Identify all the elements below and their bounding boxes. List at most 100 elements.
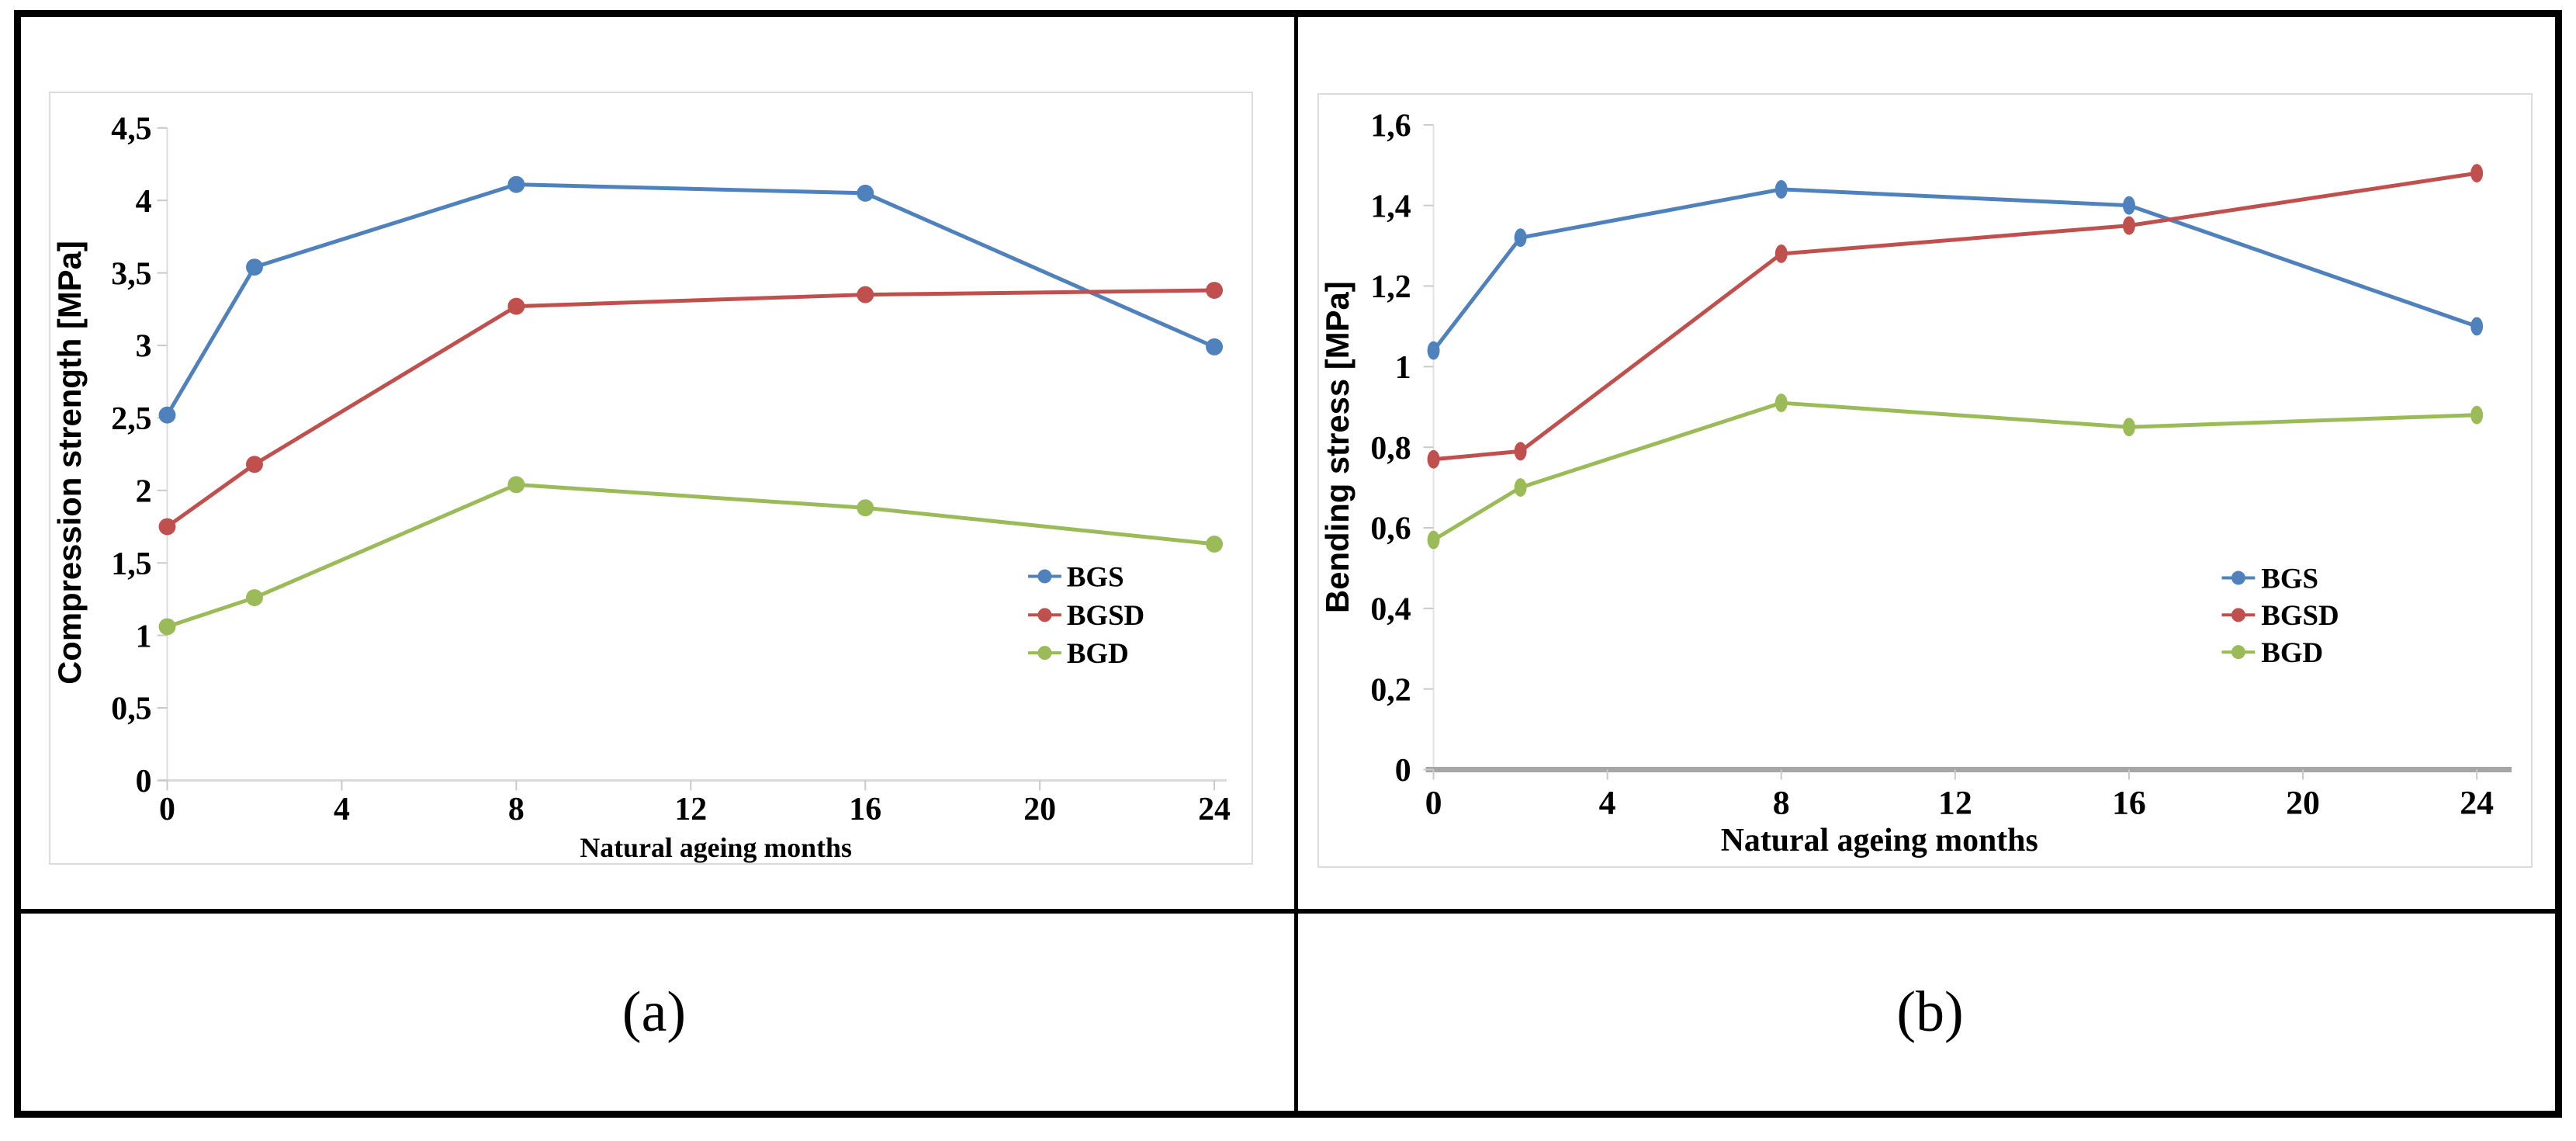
series-marker-BGD (2122, 418, 2135, 437)
y-tick-label: 0 (1395, 753, 1411, 789)
chart-b-axes: 0 0,2 0,4 0,6 0,8 1 1,2 1,4 1,6 0 4 8 12 16 20 24 (1370, 108, 2512, 821)
y-tick-label: 4 (136, 184, 152, 220)
chart-a-axes: 0 0,5 1 1,5 2 2,5 3 3,5 4 4,5 0 4 8 12 16 20 24 (111, 111, 1231, 827)
series-line-BGD (166, 482, 1215, 629)
x-tick-label: 12 (674, 792, 707, 827)
x-tick-label: 12 (1938, 784, 1972, 821)
legend-label-BGD: BGD (1067, 637, 1129, 669)
y-axis-title: Compression strength [MPa] (51, 241, 88, 685)
series-marker-BGSD (246, 456, 263, 473)
series-marker-BGSD (2470, 164, 2484, 183)
y-tick-label: 2,5 (111, 401, 151, 437)
series-marker-BGS (1514, 228, 1527, 248)
series-line-BGSD (166, 288, 1215, 529)
x-tick-label: 20 (1023, 792, 1056, 827)
x-tick-label: 20 (2286, 784, 2320, 821)
legend-marker-dot-BGSD (1037, 608, 1052, 623)
y-tick-label: 2 (136, 473, 152, 509)
series-BGSD (1427, 164, 2484, 469)
series-marker-BGSD (507, 297, 525, 315)
y-tick-label: 0,4 (1370, 591, 1411, 627)
series-marker-BGD (507, 476, 525, 494)
series-marker-BGS (507, 175, 525, 193)
series-marker-BGS (2470, 317, 2484, 336)
legend: BGS BGSD BGD (2221, 562, 2339, 668)
caption-panel-a: (a) (14, 914, 1294, 1111)
y-tick-label: 1 (1395, 350, 1411, 386)
legend-label-BGD: BGD (2261, 636, 2323, 668)
series-marker-BGS (1774, 179, 1788, 199)
y-axis-title: Bending stress [MPa] (1319, 281, 1356, 613)
y-tick-label: 3,5 (111, 256, 151, 292)
caption-panel-b: (b) (1298, 914, 2562, 1111)
series-marker-BGD (1427, 530, 1440, 550)
legend-marker-dot-BGD (2231, 645, 2245, 660)
x-tick-label: 4 (334, 792, 350, 827)
y-tick-label: 0,5 (111, 692, 151, 727)
series-marker-BGS (2122, 196, 2135, 215)
series-marker-BGS (857, 184, 874, 202)
series-marker-BGSD (158, 518, 176, 536)
x-tick-label: 16 (2112, 784, 2146, 821)
y-tick-label: 1,6 (1370, 108, 1411, 144)
series-marker-BGD (1774, 394, 1788, 413)
x-tick-label: 24 (2460, 784, 2494, 821)
legend-marker-dot-BGS (1037, 569, 1052, 584)
series-marker-BGSD (1514, 442, 1527, 461)
x-tick-label: 24 (1198, 792, 1231, 827)
series-marker-BGS (246, 258, 263, 276)
y-tick-label: 4,5 (111, 111, 151, 147)
y-tick-label: 0,8 (1370, 431, 1411, 466)
column-divider (1294, 10, 1298, 1118)
legend-label-BGS: BGS (1067, 560, 1124, 592)
chart-bending-stress: 0 0,2 0,4 0,6 0,8 1 1,2 1,4 1,6 0 4 8 12 16 20 24 Bendin… (1317, 93, 2533, 868)
series-line-BGS (1432, 187, 2477, 352)
series-BGSD (158, 282, 1224, 536)
x-axis-title: Natural ageing months (580, 832, 852, 863)
series-marker-BGS (1206, 338, 1224, 355)
y-tick-label: 0 (136, 764, 152, 799)
legend-marker-dot-BGSD (2231, 608, 2245, 623)
legend-label-BGSD: BGSD (1067, 599, 1144, 631)
y-tick-label: 0,2 (1370, 672, 1411, 708)
series-marker-BGD (246, 589, 263, 607)
x-tick-label: 8 (508, 792, 525, 827)
series-marker-BGSD (1774, 244, 1788, 263)
series-marker-BGD (158, 618, 176, 636)
series-marker-BGS (158, 406, 176, 424)
series-marker-BGSD (2122, 216, 2135, 235)
series-marker-BGD (2470, 405, 2484, 425)
y-tick-label: 1,4 (1370, 189, 1411, 224)
series-line-BGD (1432, 401, 2477, 542)
x-tick-label: 16 (849, 792, 881, 827)
series-marker-BGSD (857, 286, 874, 303)
x-tick-label: 0 (159, 792, 175, 827)
caption-b-text: (b) (1896, 980, 1964, 1044)
y-tick-label: 1,5 (111, 546, 151, 582)
series-marker-BGD (1206, 535, 1224, 553)
y-tick-label: 0,6 (1370, 512, 1411, 547)
legend: BGS BGSD BGD (1028, 560, 1144, 669)
y-tick-label: 3 (136, 329, 152, 365)
y-tick-label: 1 (136, 619, 152, 654)
legend-label-BGSD: BGSD (2261, 599, 2339, 631)
series-marker-BGD (1514, 478, 1527, 498)
x-tick-label: 4 (1599, 784, 1616, 821)
series-BGD (158, 476, 1224, 636)
caption-a-text: (a) (621, 980, 687, 1044)
x-tick-label: 0 (1425, 784, 1442, 821)
caption-row-divider (14, 909, 2562, 914)
y-tick-label: 1,2 (1370, 269, 1411, 305)
legend-marker-dot-BGS (2231, 570, 2245, 585)
series-BGD (1427, 394, 2484, 550)
x-tick-label: 8 (1773, 784, 1790, 821)
series-marker-BGSD (1427, 449, 1440, 469)
series-BGS (158, 175, 1224, 424)
series-BGS (1427, 179, 2484, 360)
series-marker-BGD (857, 499, 874, 517)
series-marker-BGSD (1206, 282, 1224, 299)
legend-label-BGS: BGS (2261, 562, 2318, 594)
x-axis-title: Natural ageing months (1721, 823, 2038, 858)
legend-marker-dot-BGD (1037, 646, 1052, 661)
